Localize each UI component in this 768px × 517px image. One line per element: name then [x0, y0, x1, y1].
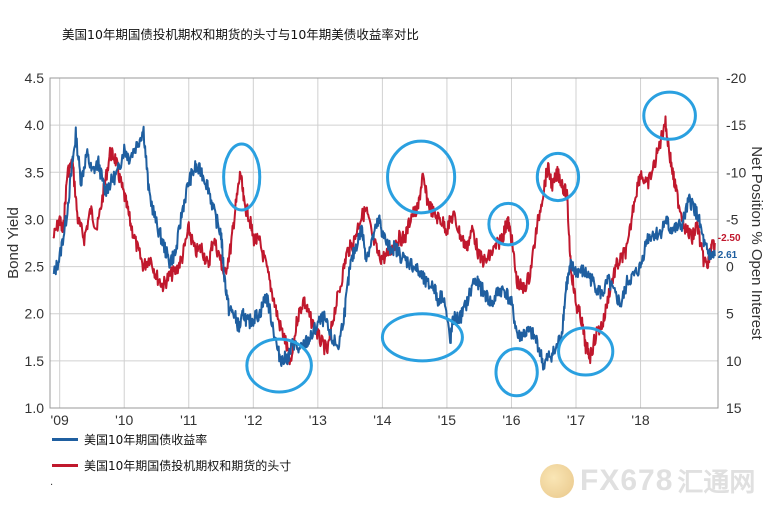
y-right-tick-label: -5	[726, 211, 739, 227]
y-left-tick-label: 2.5	[25, 259, 45, 275]
annotation-circles	[222, 90, 697, 398]
legend-swatch-yield	[52, 438, 78, 441]
tick-labels: 1.0 1.5 2.0 2.5 3.0 3.5 4.0 4.5 -20 -15 -10 -5 0 5 10 1…	[5, 70, 765, 428]
annotation-circle	[557, 326, 615, 377]
x-tick-label: '17	[567, 412, 585, 428]
annotation-circle	[642, 90, 697, 141]
y-right-tick-label: 10	[726, 353, 742, 369]
annotation-circle	[535, 151, 581, 203]
legend-label-position: 美国10年期国债投机期权和期货的头寸	[84, 459, 292, 473]
x-tick-label: '09	[51, 412, 69, 428]
yield-line	[52, 125, 716, 371]
annotation-circle	[380, 312, 464, 363]
y-left-tick-label: 3.0	[25, 211, 45, 227]
position-series	[52, 115, 716, 366]
y-right-tick-label: 15	[726, 400, 742, 416]
x-tick-label: '14	[373, 412, 391, 428]
y-right-tick-label: 5	[726, 306, 734, 322]
y-left-tick-label: 2.0	[25, 306, 45, 322]
y-left-tick-label: 1.0	[25, 400, 45, 416]
x-tick-label: '12	[244, 412, 262, 428]
legend-item-yield: 美国10年期国债收益率	[52, 431, 207, 448]
annotation-circle	[245, 337, 313, 394]
y-right-tick-label: -15	[726, 117, 746, 133]
y-right-tick-label: -10	[726, 164, 746, 180]
legend-item-position: 美国10年期国债投机期权和期货的头寸	[52, 457, 291, 474]
yield-end-label: 2.61	[718, 250, 738, 261]
grid-lines	[50, 77, 718, 409]
legend-label-yield: 美国10年期国债收益率	[84, 433, 208, 447]
annotation-circle	[487, 201, 530, 247]
footer-mark: .	[50, 477, 54, 488]
position-end-label: -2.50	[718, 233, 741, 244]
x-tick-label: '15	[438, 412, 456, 428]
y-left-axis-title: Bond Yield	[5, 207, 22, 279]
watermark-cn-text: 汇通网	[677, 468, 756, 498]
x-tick-label: '11	[180, 412, 197, 428]
coin-logo-icon	[540, 463, 574, 498]
y-right-axis-title: Net Position % Open Interest	[748, 146, 765, 340]
x-tick-label: '16	[502, 412, 520, 428]
plot-frame	[49, 77, 719, 409]
y-left-tick-label: 1.5	[25, 353, 45, 369]
x-tick-label: '18	[631, 412, 649, 428]
y-left-tick-label: 3.5	[25, 164, 45, 180]
watermark: FX678 汇通网	[540, 462, 755, 499]
yield-series	[52, 125, 716, 371]
annotation-circle	[494, 347, 539, 398]
y-left-tick-label: 4.5	[25, 70, 45, 86]
x-tick-label: '10	[115, 412, 133, 428]
watermark-text: FX678	[580, 463, 674, 497]
annotation-circle	[386, 139, 457, 215]
x-tick-label: '13	[309, 412, 327, 428]
y-right-tick-label: 0	[726, 259, 734, 275]
legend-swatch-position	[52, 464, 78, 467]
y-right-tick-label: -20	[726, 70, 746, 86]
chart-title: 美国10年期国债投机期权和期货的头寸与10年期美债收益率对比	[62, 27, 419, 42]
annotation-circle	[222, 142, 262, 212]
axes	[49, 77, 719, 409]
y-left-tick-label: 4.0	[25, 117, 45, 133]
position-line	[52, 115, 716, 366]
